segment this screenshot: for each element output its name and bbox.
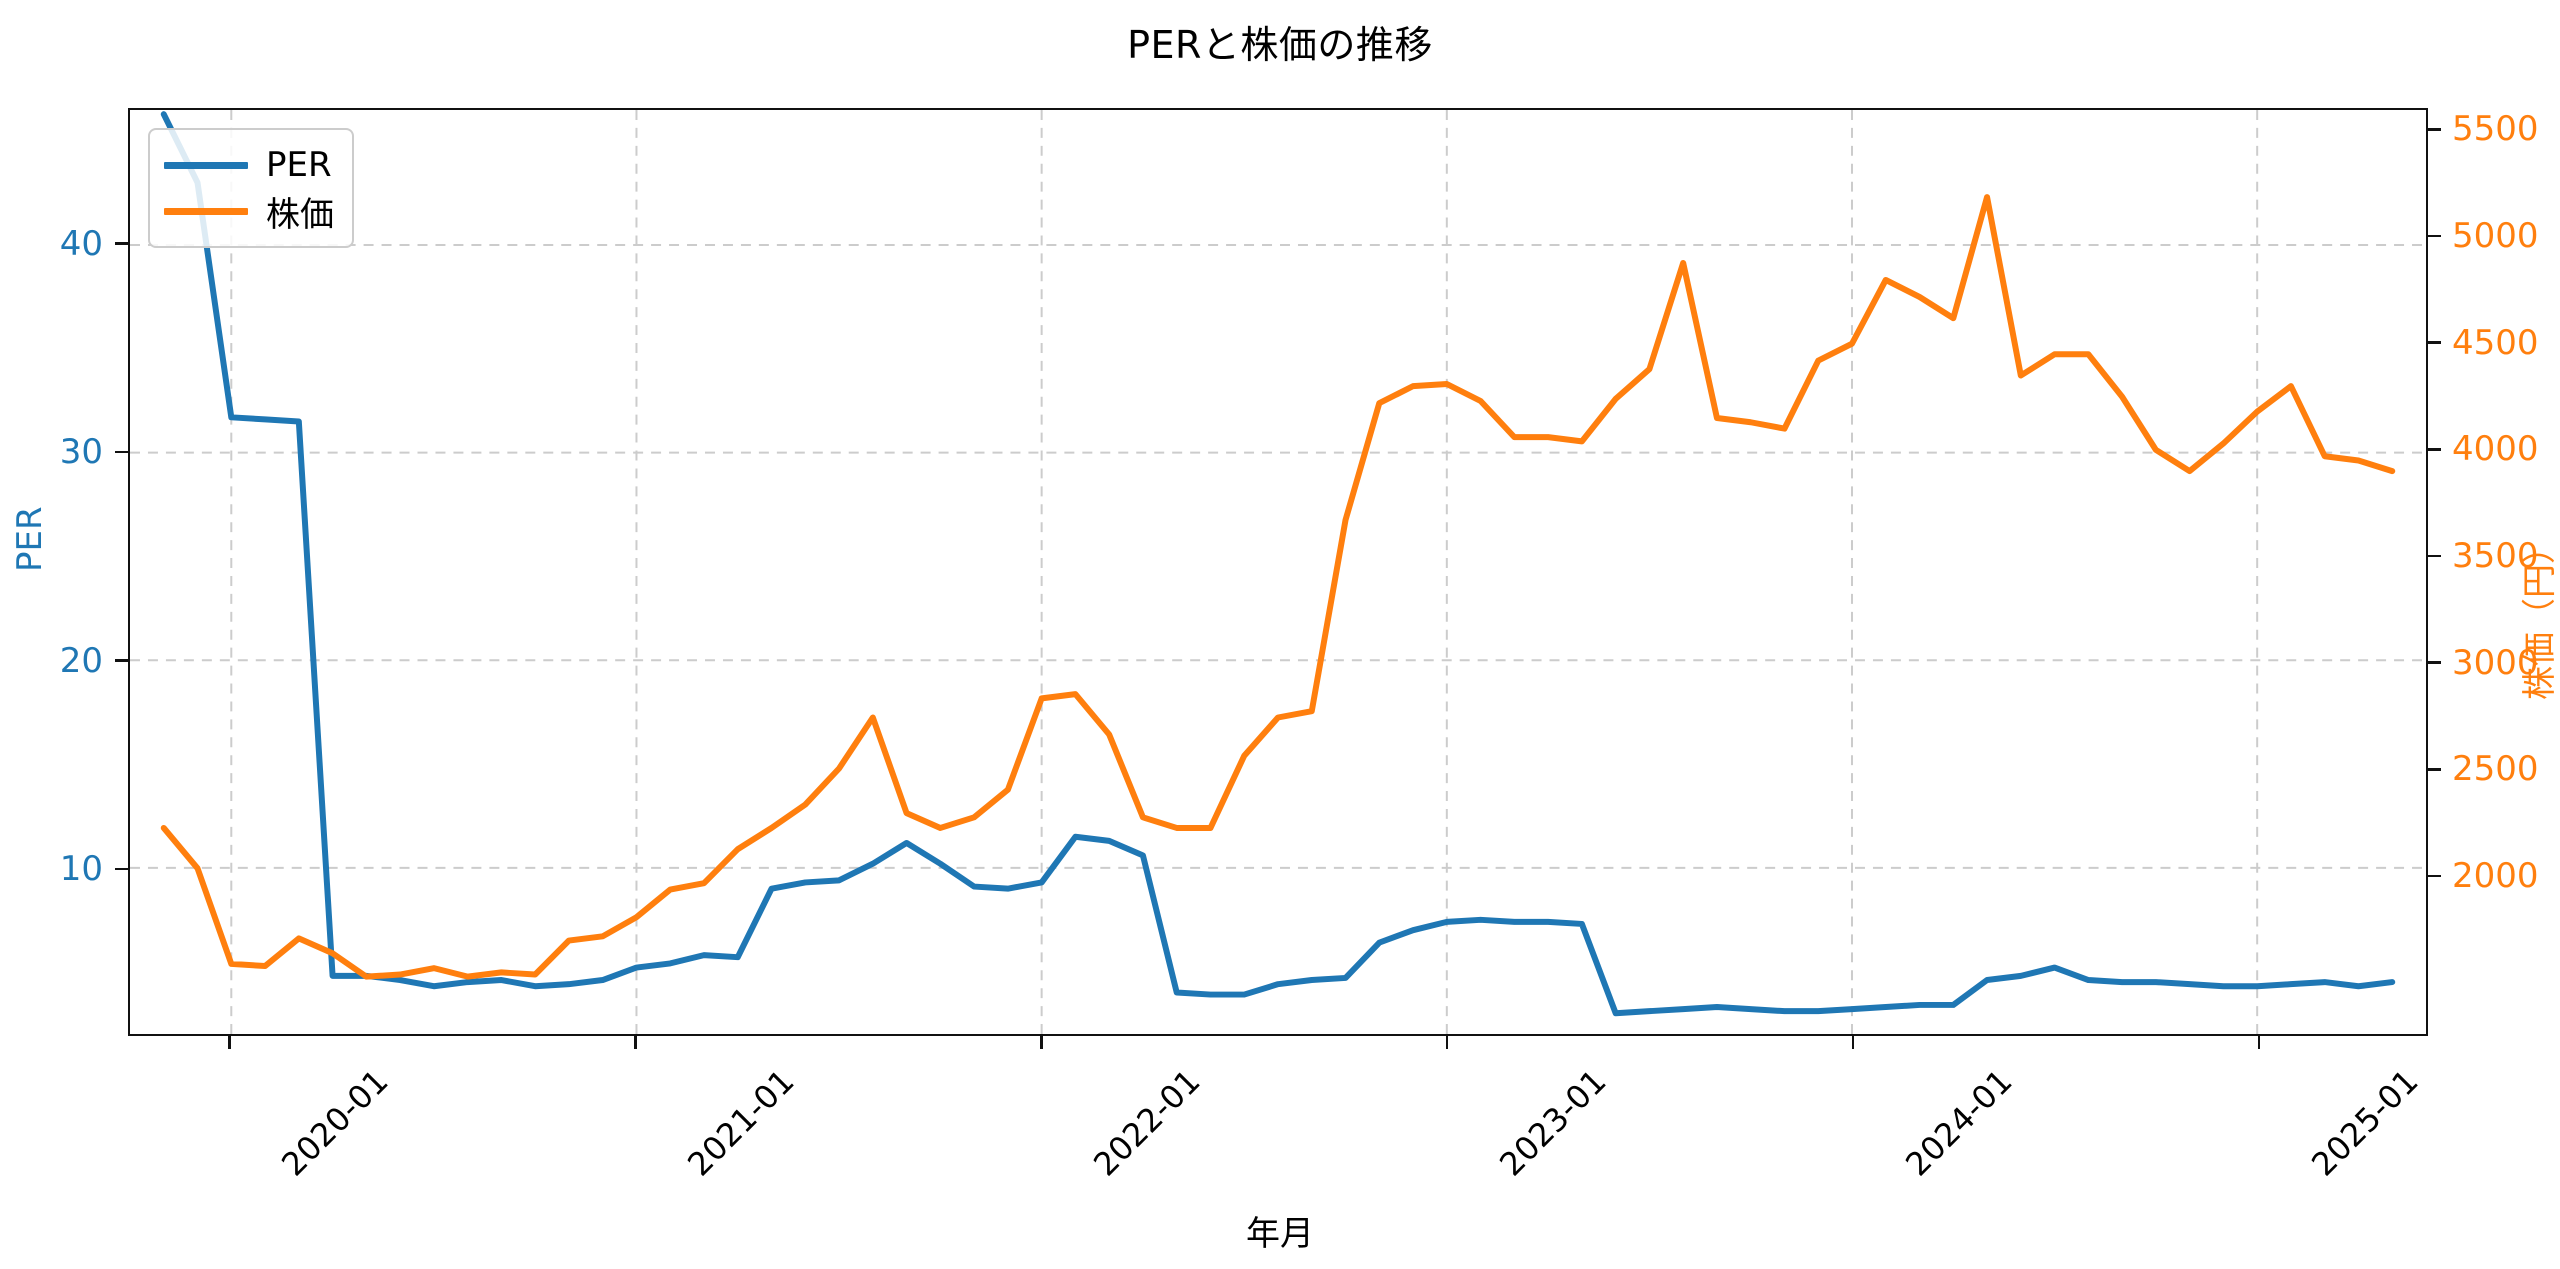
y-tick-label-right: 3000 (2452, 642, 2539, 683)
y-tick-mark-right (2428, 128, 2441, 131)
x-tick-mark (2257, 1036, 2261, 1049)
y-tick-label-left: 20 (59, 640, 103, 681)
y-tick-mark-right (2428, 554, 2441, 558)
y-tick-mark-left (115, 242, 128, 245)
y-tick-label-left: 10 (59, 849, 103, 890)
y-tick-label-left: 30 (59, 432, 103, 473)
y-tick-label-right: 5000 (2452, 216, 2539, 256)
x-tick-mark (228, 1036, 231, 1049)
chart-title: PERと株価の推移 (1127, 23, 1433, 67)
x-tick-mark (634, 1036, 637, 1049)
y-axis-label-left: PER (10, 506, 50, 572)
y-tick-mark-left (115, 867, 128, 871)
x-tick-label: 2020-01 (274, 1062, 397, 1184)
y-tick-label-right: 4500 (2452, 322, 2539, 363)
x-tick-label: 2022-01 (1086, 1062, 1208, 1184)
x-tick-label: 2023-01 (1492, 1062, 1614, 1184)
x-tick-mark (1039, 1036, 1043, 1049)
y-tick-label-right: 4000 (2452, 429, 2539, 470)
y-tick-mark-left (115, 659, 128, 662)
y-tick-label-left: 40 (59, 223, 103, 264)
legend-swatch-0 (164, 161, 248, 169)
y-tick-label-right: 2000 (2452, 856, 2539, 896)
x-tick-label: 2025-01 (2304, 1062, 2426, 1184)
x-tick-label: 2024-01 (1898, 1062, 2020, 1184)
y-tick-mark-right (2428, 448, 2441, 451)
grid-lines (130, 110, 2426, 1034)
legend-label-0: PER (266, 145, 332, 185)
y-tick-mark-right (2428, 874, 2441, 878)
plot-inner (130, 110, 2426, 1034)
y-tick-mark-left (115, 450, 128, 454)
series-line-1 (160, 194, 2396, 980)
legend-item-1[interactable]: 株価 (164, 188, 334, 235)
x-tick-mark (1445, 1036, 1449, 1049)
legend-swatch-1 (164, 207, 248, 215)
y-tick-mark-right (2428, 768, 2441, 771)
x-tick-label: 2021-01 (680, 1062, 802, 1184)
y-tick-mark-right (2428, 341, 2441, 344)
data-series (160, 111, 2396, 1017)
legend-item-0[interactable]: PER (164, 142, 334, 188)
legend-label-1: 株価 (266, 194, 334, 235)
x-tick-mark (1851, 1036, 1855, 1049)
legend: PER 株価 (148, 128, 354, 248)
y-tick-label-right: 3500 (2452, 536, 2539, 576)
y-tick-label-right: 2500 (2452, 749, 2539, 790)
y-tick-mark-right (2428, 234, 2441, 238)
y-tick-mark-right (2428, 661, 2441, 664)
x-axis-label: 年月 (1246, 1214, 1314, 1254)
plot-area (128, 108, 2428, 1036)
y-tick-label-right: 5500 (2452, 109, 2539, 150)
series-line-0 (160, 111, 2396, 1017)
